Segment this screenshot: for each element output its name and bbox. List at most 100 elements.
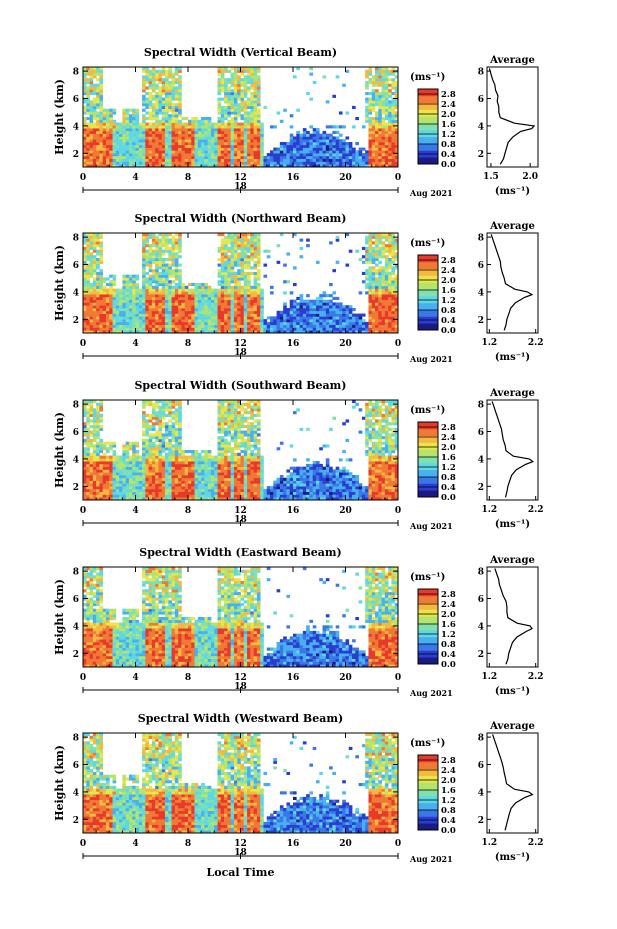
heatmap-cell: [256, 313, 261, 317]
heatmap-cell: [125, 450, 130, 454]
heatmap-cell: [368, 327, 373, 331]
heatmap-cell: [375, 252, 379, 256]
heatmap-cell: [240, 69, 245, 73]
heatmap-cell: [306, 313, 310, 317]
heatmap-cell: [135, 125, 140, 129]
heatmap-cell: [135, 316, 140, 320]
heatmap-cell: [227, 89, 232, 93]
heatmap-cell: [142, 488, 146, 493]
heatmap-cell: [191, 117, 195, 121]
heatmap-cell: [83, 296, 87, 301]
heatmap-cell: [371, 158, 376, 162]
heatmap-cell: [204, 291, 209, 295]
heatmap-cell: [329, 150, 333, 154]
heatmap-cell: [220, 316, 225, 320]
heatmap-cell: [86, 69, 90, 73]
heatmap-cell: [227, 164, 232, 168]
heatmap-cell: [224, 164, 228, 168]
heatmap-cell: [96, 139, 100, 143]
heatmap-cell: [194, 321, 199, 326]
heatmap-cell: [210, 302, 215, 306]
heatmap-cell: [368, 277, 373, 281]
heatmap-cell: [217, 249, 222, 253]
heatmap-cell: [302, 321, 307, 326]
heatmap-cell: [315, 133, 320, 137]
heatmap-cell: [197, 128, 202, 132]
heatmap-cell: [384, 271, 389, 276]
heatmap-cell: [109, 305, 113, 309]
heatmap-cell: [178, 294, 182, 298]
heatmap-cell: [142, 150, 146, 154]
heatmap-cell: [237, 114, 241, 118]
heatmap-cell: [92, 463, 97, 468]
heatmap-cell: [286, 319, 291, 323]
heatmap-cell: [89, 103, 94, 107]
heatmap-cell: [92, 114, 97, 118]
heatmap-cell: [142, 296, 146, 301]
heatmap-cell: [128, 119, 133, 123]
heatmap-cell: [388, 150, 392, 154]
heatmap-cell: [381, 103, 386, 107]
heatmap-cell: [178, 271, 182, 276]
heatmap-cell: [148, 319, 153, 323]
heatmap-cell: [243, 258, 248, 262]
heatmap-cell: [227, 233, 232, 237]
heatmap-cell: [161, 111, 166, 115]
heatmap-cell: [204, 308, 209, 312]
heatmap-cell: [112, 119, 117, 123]
heatmap-cell: [102, 153, 107, 157]
heatmap-cell: [230, 266, 235, 270]
heatmap-cell: [315, 260, 320, 264]
heatmap-cell: [348, 153, 353, 157]
heatmap-cell: [233, 92, 238, 96]
heatmap-cell: [194, 288, 199, 292]
heatmap-cell: [105, 313, 110, 317]
heatmap-cell: [365, 255, 369, 259]
heatmap-cell: [276, 158, 281, 162]
heatmap-cell: [220, 280, 225, 284]
heatmap-cell: [381, 305, 386, 309]
heatmap-cell: [102, 161, 107, 165]
heatmap-cell: [365, 75, 369, 79]
heatmap-cell: [227, 269, 232, 273]
heatmap-cell: [394, 114, 399, 118]
heatmap-cell: [89, 269, 94, 273]
heatmap-cell: [96, 455, 100, 459]
heatmap-cell: [247, 308, 251, 312]
heatmap-cell: [237, 241, 241, 245]
heatmap-cell: [102, 477, 107, 481]
heatmap-cell: [243, 164, 248, 168]
heatmap-cell: [322, 327, 327, 331]
heatmap-cell: [122, 296, 127, 301]
heatmap-cell: [335, 305, 340, 309]
x-tick-label: 0: [395, 173, 401, 183]
heatmap-cell: [96, 305, 100, 309]
heatmap-cell: [171, 119, 176, 123]
heatmap-cell: [368, 252, 373, 256]
heatmap-cell: [145, 305, 149, 309]
heatmap-cell: [151, 285, 156, 289]
heatmap-cell: [266, 158, 271, 162]
heatmap-cell: [119, 494, 123, 498]
heatmap-cell: [174, 324, 179, 328]
heatmap-cell: [230, 294, 235, 298]
heatmap-cell: [240, 305, 245, 309]
heatmap-cell: [165, 72, 169, 76]
heatmap-cell: [388, 133, 392, 137]
heatmap-cell: [201, 136, 205, 140]
heatmap-cell: [266, 324, 271, 328]
heatmap-cell: [309, 97, 314, 101]
heatmap-cell: [391, 260, 396, 264]
heatmap-cell: [233, 324, 238, 328]
heatmap-cell: [89, 413, 94, 418]
heatmap-cell: [125, 321, 130, 326]
heatmap-cell: [174, 86, 179, 90]
heatmap-cell: [109, 480, 113, 484]
heatmap-cell: [240, 316, 245, 320]
heatmap-cell: [371, 233, 376, 237]
heatmap-cell: [148, 142, 153, 146]
heatmap-cell: [168, 133, 172, 137]
heatmap-cell: [145, 258, 149, 262]
heatmap-cell: [148, 316, 153, 320]
heatmap-cell: [135, 450, 140, 454]
